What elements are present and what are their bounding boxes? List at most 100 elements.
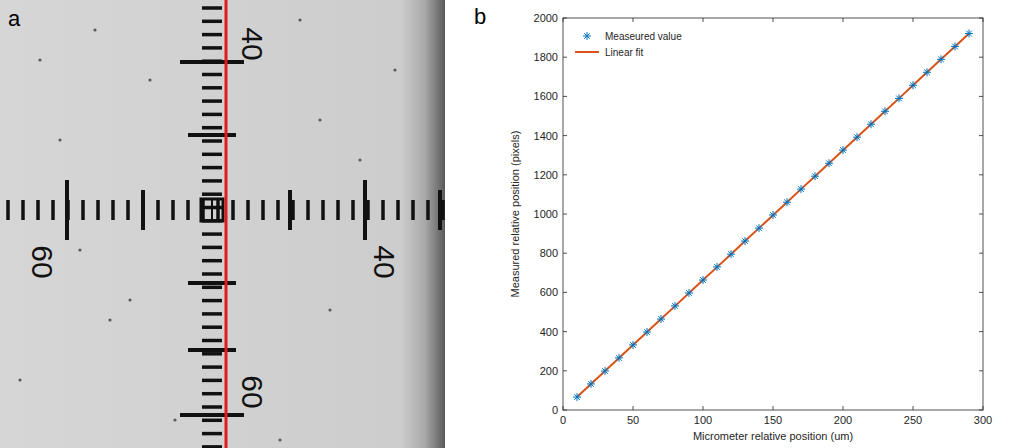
data-point: [727, 250, 735, 258]
tick: [703, 406, 704, 410]
axis-title: Measured relative position (pixels): [509, 131, 521, 298]
data-point: [853, 133, 861, 141]
data-point: [741, 237, 749, 245]
reticle-tick: [202, 113, 222, 117]
reticle-center: [201, 199, 223, 221]
speck: [318, 118, 321, 121]
data-point: [811, 172, 819, 180]
data-point: [615, 354, 623, 362]
speck: [58, 138, 61, 141]
tick: [979, 214, 983, 215]
tick: [913, 406, 914, 410]
reticle-label: 60: [26, 245, 59, 278]
speck: [393, 68, 396, 71]
tick: [773, 406, 774, 410]
data-point: [951, 42, 959, 50]
tick-label: 200: [834, 414, 852, 426]
reticle-tick: [202, 286, 222, 290]
tick: [913, 18, 914, 22]
reticle-tick: [202, 432, 222, 436]
reticle-tick: [21, 200, 25, 220]
tick: [979, 331, 983, 332]
data-point: [685, 289, 693, 297]
tick: [703, 18, 704, 22]
data-point: [839, 146, 847, 154]
reticle-tick: [202, 419, 222, 423]
tick: [563, 253, 567, 254]
data-point: [671, 302, 679, 310]
tick-label: 1600: [534, 90, 558, 102]
reticle-tick: [426, 200, 430, 220]
tick: [843, 406, 844, 410]
legend-swatch: [583, 32, 591, 40]
reticle-tick: [202, 153, 222, 157]
tick: [563, 331, 567, 332]
tick: [979, 96, 983, 97]
data-point: [965, 29, 973, 37]
data-point: [573, 393, 581, 401]
reticle-tick: [321, 200, 325, 220]
reticle-tick: [202, 179, 222, 183]
tick-label: 300: [974, 414, 992, 426]
reticle-label: 60: [236, 375, 269, 408]
data-point: [895, 94, 903, 102]
reticle-tick: [202, 232, 222, 236]
reticle-tick: [336, 200, 340, 220]
reticle-tick: [202, 6, 222, 10]
reticle-tick: [246, 200, 250, 220]
data-point: [937, 55, 945, 63]
reticle-tick: [180, 413, 244, 417]
tick-label: 1800: [534, 51, 558, 63]
reticle-tick: [351, 200, 355, 220]
reticle-center: [211, 199, 213, 221]
reticle-tick: [36, 200, 40, 220]
reticle-tick: [396, 200, 400, 220]
data-point: [601, 367, 609, 375]
legend-label: Measeured value: [605, 31, 682, 42]
chart-panel: 0501001502002503000200400600800100012001…: [509, 12, 992, 442]
reticle-tick: [202, 339, 222, 343]
reticle-tick: [171, 200, 175, 220]
reticle-tick: [202, 20, 222, 24]
tick: [979, 370, 983, 371]
reticle-tick: [202, 392, 222, 396]
reticle-label: 40: [236, 27, 269, 60]
reticle-tick: [202, 86, 222, 90]
reticle-tick: [96, 200, 100, 220]
tick-label: 0: [552, 404, 558, 416]
image-panel: 40 60 40 60: [0, 0, 445, 448]
reticle-tick: [51, 200, 55, 220]
panel-letter: b: [474, 4, 486, 29]
axis-title: Micrometer relative position (um): [693, 430, 853, 442]
tick: [979, 57, 983, 58]
tick: [979, 174, 983, 175]
data-point: [643, 328, 651, 336]
reticle-tick: [381, 200, 385, 220]
tick: [979, 292, 983, 293]
data-point: [629, 341, 637, 349]
tick: [773, 18, 774, 22]
panel-letter: a: [8, 6, 21, 31]
reticle-tick: [231, 200, 235, 220]
reticle-tick: [202, 99, 222, 103]
data-point: [755, 224, 763, 232]
reticle-label: 40: [368, 245, 401, 278]
reticle-tick: [202, 139, 222, 143]
legend: Measeured valueLinear fit: [575, 31, 682, 58]
speck: [18, 378, 21, 381]
speck: [148, 78, 151, 81]
reticle-tick: [6, 200, 10, 220]
tick-label: 150: [764, 414, 782, 426]
reticle-tick: [188, 281, 236, 285]
data-point: [769, 211, 777, 219]
reticle-tick: [202, 352, 222, 356]
tick-label: 400: [540, 326, 558, 338]
tick-label: 2000: [534, 12, 558, 24]
reticle-tick: [126, 200, 130, 220]
reticle-tick: [411, 200, 415, 220]
tick-label: 100: [694, 414, 712, 426]
data-point: [825, 159, 833, 167]
tick-label: 1200: [534, 169, 558, 181]
tick: [563, 57, 567, 58]
data-point: [797, 185, 805, 193]
